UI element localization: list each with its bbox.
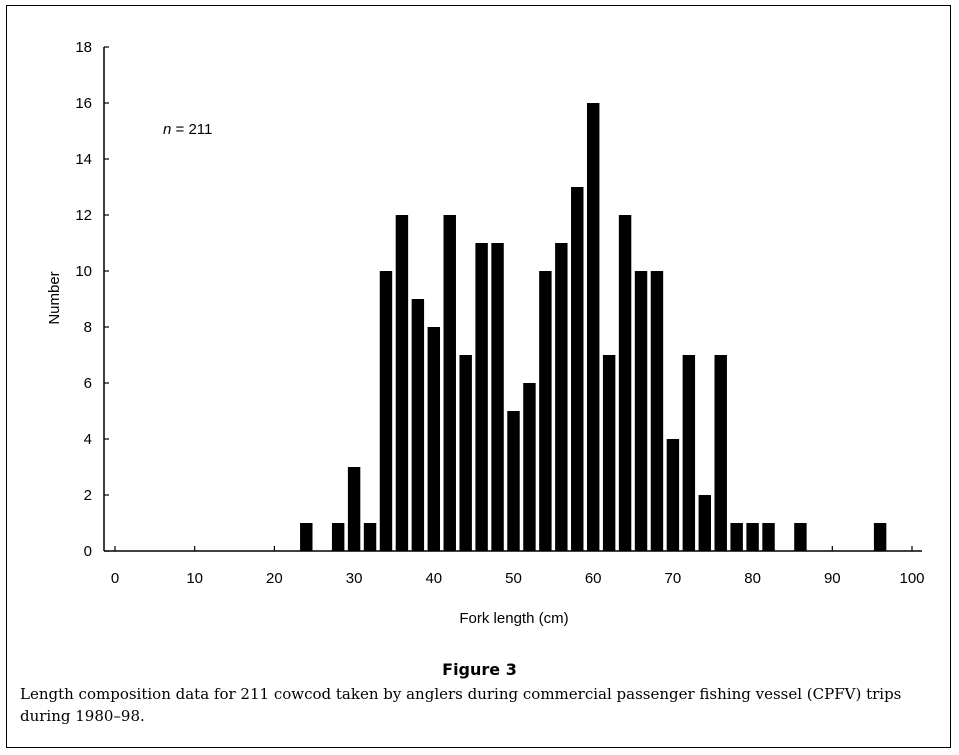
y-axis-title: Number [46, 271, 63, 324]
x-tick-label: 70 [665, 570, 682, 587]
bar [602, 355, 616, 551]
bar [459, 355, 472, 551]
bar [682, 355, 696, 551]
bar [347, 467, 361, 551]
annotation-italic: n [163, 121, 171, 138]
y-tick-label: 4 [84, 431, 92, 448]
x-axis-title: Fork length (cm) [459, 610, 568, 627]
x-tick-label: 40 [425, 570, 442, 587]
y-tick-label: 10 [75, 263, 92, 280]
bar [730, 523, 743, 551]
x-tick-label: 20 [266, 570, 283, 587]
y-tick-label: 8 [84, 319, 92, 336]
x-tick-label: 0 [111, 570, 119, 587]
bar [443, 215, 456, 551]
bar [523, 383, 536, 551]
y-axis-ticks: 0 2 4 6 8 10 12 14 16 18 [75, 39, 109, 560]
y-tick-label: 12 [75, 207, 92, 224]
bar [475, 243, 488, 551]
bar [746, 523, 759, 551]
bar [794, 523, 807, 551]
bar [666, 439, 680, 551]
bar [586, 103, 600, 551]
y-tick-label: 6 [84, 375, 92, 392]
bar [395, 215, 409, 551]
y-tick-label: 16 [75, 95, 92, 112]
bar [634, 271, 648, 551]
bar [539, 271, 552, 551]
bar [873, 523, 887, 551]
annotation-text: = 211 [171, 121, 212, 138]
bars [300, 103, 887, 551]
x-tick-label: 90 [824, 570, 841, 587]
x-axis-ticks: 0 10 20 30 40 50 60 70 80 90 100 [111, 546, 925, 587]
x-tick-label: 100 [899, 570, 924, 587]
bar [714, 355, 727, 551]
bar [618, 215, 632, 551]
x-tick-label: 50 [505, 570, 522, 587]
y-tick-label: 14 [75, 151, 92, 168]
bar [555, 243, 568, 551]
figure-title: Figure 3 [442, 660, 517, 679]
figure-caption: Length composition data for 211 cowcod t… [20, 685, 902, 725]
histogram-chart: 0 2 4 6 8 10 12 14 16 18 0 10 20 30 40 50 60 70 80 90 100 n… [46, 39, 925, 627]
bar [427, 327, 441, 551]
bar [363, 523, 377, 551]
y-tick-label: 0 [84, 543, 92, 560]
sample-size-annotation: n = 211 [163, 121, 212, 138]
bar [698, 495, 711, 551]
bar [300, 523, 313, 551]
x-tick-label: 60 [585, 570, 602, 587]
x-tick-label: 30 [346, 570, 363, 587]
bar [650, 271, 664, 551]
y-tick-label: 2 [84, 487, 92, 504]
bar [331, 523, 345, 551]
x-tick-label: 10 [186, 570, 203, 587]
y-tick-label: 18 [75, 39, 92, 56]
bar [411, 299, 425, 551]
x-tick-label: 80 [744, 570, 761, 587]
bar [379, 271, 393, 551]
bar [762, 523, 775, 551]
bar [491, 243, 504, 551]
bar [507, 411, 520, 551]
bar [571, 187, 584, 551]
